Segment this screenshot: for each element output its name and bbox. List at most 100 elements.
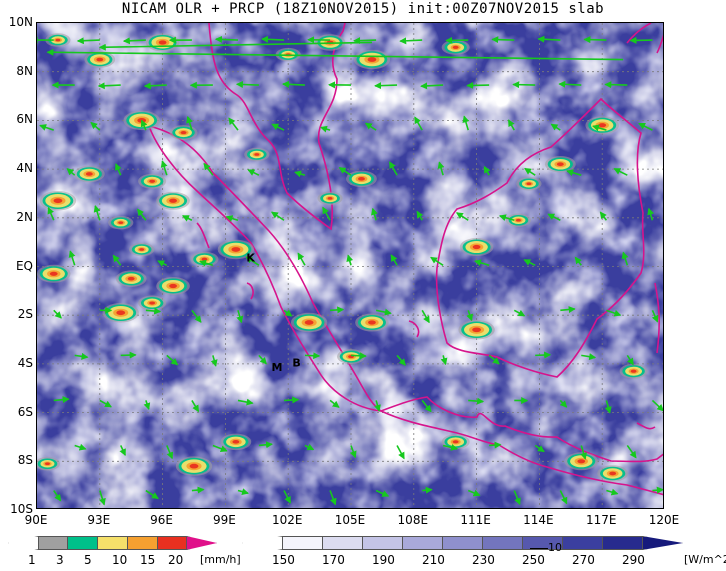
wind-vector bbox=[270, 211, 285, 221]
wind-vector bbox=[420, 82, 444, 90]
wind-vector bbox=[330, 306, 345, 314]
wind-vector bbox=[421, 399, 432, 413]
precip-cell bbox=[358, 177, 365, 181]
precip-cell bbox=[598, 123, 607, 128]
precip-cell bbox=[472, 327, 482, 333]
wind-vector bbox=[281, 80, 305, 88]
precip-unit: [mm/h] bbox=[200, 553, 241, 566]
map-panel: K M B bbox=[36, 22, 664, 509]
coastline-borneo bbox=[435, 97, 645, 378]
lat-tick-label: 8S bbox=[17, 453, 33, 468]
wind-vector bbox=[375, 489, 390, 497]
wind-vector bbox=[68, 250, 76, 266]
wind-vector bbox=[271, 123, 285, 131]
wind-vector bbox=[491, 36, 515, 44]
wind-vector bbox=[574, 256, 582, 266]
wind-vector bbox=[228, 117, 239, 131]
wind-vector bbox=[483, 165, 491, 176]
wind-vector bbox=[651, 399, 663, 412]
wind-vector bbox=[157, 260, 168, 267]
colorbar-tick-label: 20 bbox=[168, 553, 184, 567]
wind-vector bbox=[371, 207, 378, 221]
colorbar-swatch bbox=[186, 536, 217, 550]
wind-vector bbox=[388, 161, 398, 176]
wind-vector bbox=[455, 212, 469, 221]
lon-tick-label: 111E bbox=[460, 513, 491, 527]
wind-vector bbox=[350, 352, 367, 360]
colorbar-swatch bbox=[362, 536, 403, 550]
precip-cell bbox=[452, 440, 459, 444]
colorbar-swatch bbox=[8, 536, 39, 550]
colorbar-tick-label: 290 bbox=[622, 553, 645, 567]
wind-vector bbox=[390, 254, 398, 266]
wind-vector bbox=[93, 204, 101, 221]
olr-cloud-layer bbox=[37, 23, 663, 508]
colorbar-tick-label: 1 bbox=[28, 553, 36, 567]
wind-vector bbox=[97, 82, 121, 90]
wind-vector-long bbox=[98, 41, 372, 51]
precip-cell bbox=[254, 153, 260, 156]
wind-vector bbox=[349, 445, 357, 459]
precip-cell bbox=[149, 179, 156, 183]
coastline-philippines bbox=[626, 23, 663, 54]
wind-vector bbox=[604, 400, 612, 414]
colorbar-swatch bbox=[602, 536, 643, 550]
precip-cell bbox=[304, 320, 314, 325]
lat-tick-label: 4S bbox=[17, 355, 33, 370]
precip-cell bbox=[169, 198, 177, 203]
precip-cell bbox=[232, 439, 240, 444]
precip-cell bbox=[577, 459, 586, 464]
lon-tick-label: 90E bbox=[24, 513, 48, 527]
precip-cell bbox=[516, 218, 521, 222]
wind-vector bbox=[599, 211, 608, 221]
wind-vector bbox=[99, 490, 106, 506]
colorbar-tick-label: 230 bbox=[472, 553, 495, 567]
precip-cell bbox=[180, 131, 187, 135]
lon-tick-label: 108E bbox=[397, 513, 429, 527]
precip-cell bbox=[53, 198, 63, 204]
colorbar-tick-label: 170 bbox=[322, 553, 345, 567]
colorbar-swatch bbox=[67, 536, 99, 550]
wind-vector bbox=[304, 443, 315, 451]
wind-vector bbox=[581, 353, 597, 361]
wind-vector bbox=[606, 488, 619, 496]
wind-vector bbox=[559, 399, 568, 408]
colorbar-tick-label: 190 bbox=[372, 553, 395, 567]
wind-vector bbox=[346, 254, 354, 266]
wind-vector bbox=[115, 163, 122, 176]
wind-vector bbox=[76, 37, 100, 45]
colorbar-swatch bbox=[562, 536, 603, 550]
wind-vector bbox=[513, 309, 526, 317]
colorbar-tick-label: 10 bbox=[112, 553, 128, 567]
wind-vector bbox=[583, 36, 607, 44]
precip-cell bbox=[526, 182, 532, 186]
wind-vector bbox=[375, 308, 392, 316]
wind-vector bbox=[437, 161, 445, 176]
wind-vector bbox=[626, 354, 634, 366]
precip-cell bbox=[231, 247, 241, 252]
wind-vector bbox=[399, 37, 423, 45]
colorbar-tick-label: 3 bbox=[56, 553, 64, 567]
colorbar-swatch bbox=[242, 536, 283, 550]
wind-vector bbox=[396, 354, 406, 366]
lat-tick-label: 6N bbox=[16, 112, 33, 127]
wind-vector bbox=[203, 162, 214, 176]
colorbar-tick-label: 15 bbox=[140, 553, 156, 567]
wind-vector bbox=[199, 259, 214, 267]
wind-vector bbox=[353, 37, 377, 45]
wind-vector bbox=[474, 259, 490, 267]
wind-vector bbox=[566, 169, 582, 177]
wind-vector bbox=[145, 307, 162, 315]
wind-vector bbox=[143, 82, 167, 90]
wind-vector bbox=[512, 81, 536, 89]
lon-tick-label: 96E bbox=[150, 513, 174, 527]
precip-cell bbox=[49, 271, 58, 276]
precip-cell bbox=[158, 40, 167, 45]
wind-vector bbox=[245, 256, 260, 266]
lon-tick-label: 99E bbox=[212, 513, 236, 527]
wind-vector bbox=[258, 354, 267, 365]
wind-vector bbox=[140, 119, 148, 131]
wind-vector bbox=[550, 123, 561, 131]
wind-vector bbox=[99, 399, 112, 408]
wind-vector bbox=[186, 115, 193, 131]
